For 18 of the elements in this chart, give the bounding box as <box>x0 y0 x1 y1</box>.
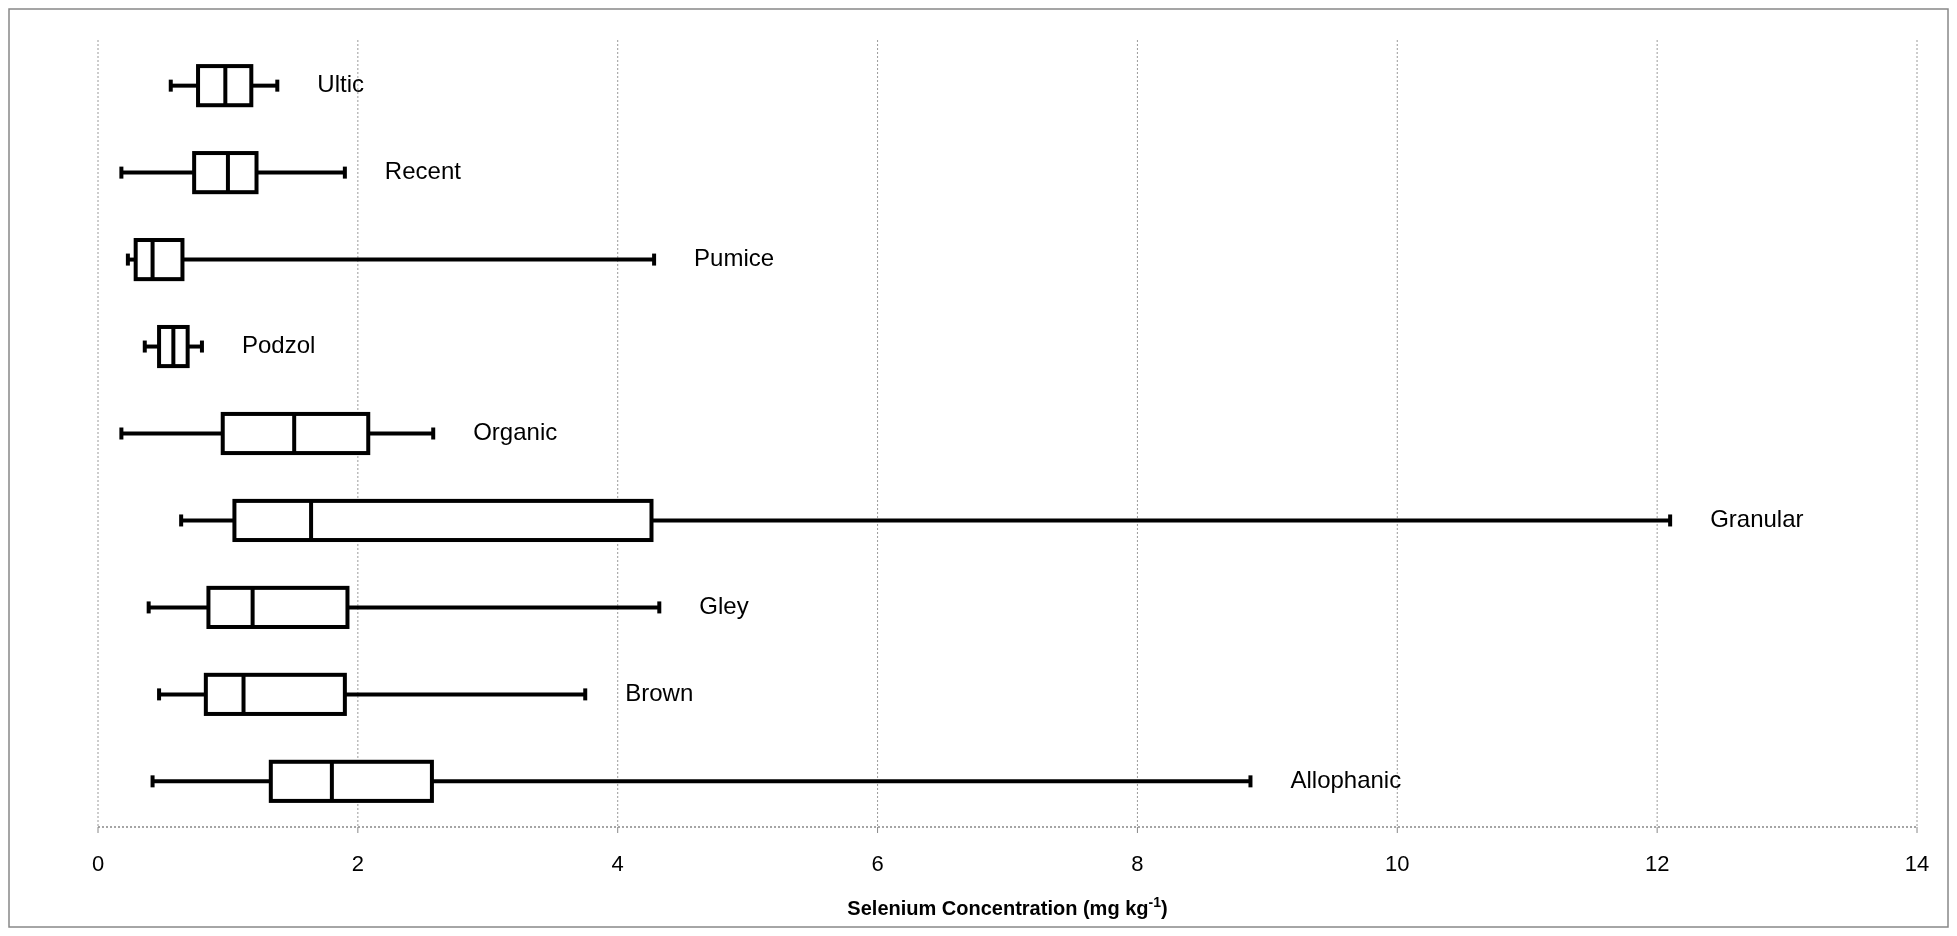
x-tick-label: 14 <box>1904 851 1930 876</box>
y-tick-label: Pumice <box>694 243 775 271</box>
y-tick-label: Recent <box>384 156 462 184</box>
x-tick-label: 8 <box>1131 851 1144 876</box>
x-tick-label: 10 <box>1385 851 1410 876</box>
x-tick-label: 0 <box>91 851 105 876</box>
x-tick-label: 4 <box>611 851 624 876</box>
y-tick-label: Brown <box>625 678 694 706</box>
x-tick-label: 6 <box>871 851 884 876</box>
y-tick-label: Organic <box>473 417 558 445</box>
y-tick-label: Gley <box>699 591 749 619</box>
y-tick-label: Podzol <box>241 330 316 358</box>
x-axis-title: Selenium Concentration (mg kg$^{-1}$) <box>847 894 1168 919</box>
x-tick-label: 2 <box>351 851 364 876</box>
y-tick-label: Allophanic <box>1290 765 1402 793</box>
x-tick-label: 12 <box>1644 851 1670 876</box>
y-tick-label: Ultic <box>317 70 364 97</box>
y-tick-label: Granular <box>1710 504 1804 532</box>
